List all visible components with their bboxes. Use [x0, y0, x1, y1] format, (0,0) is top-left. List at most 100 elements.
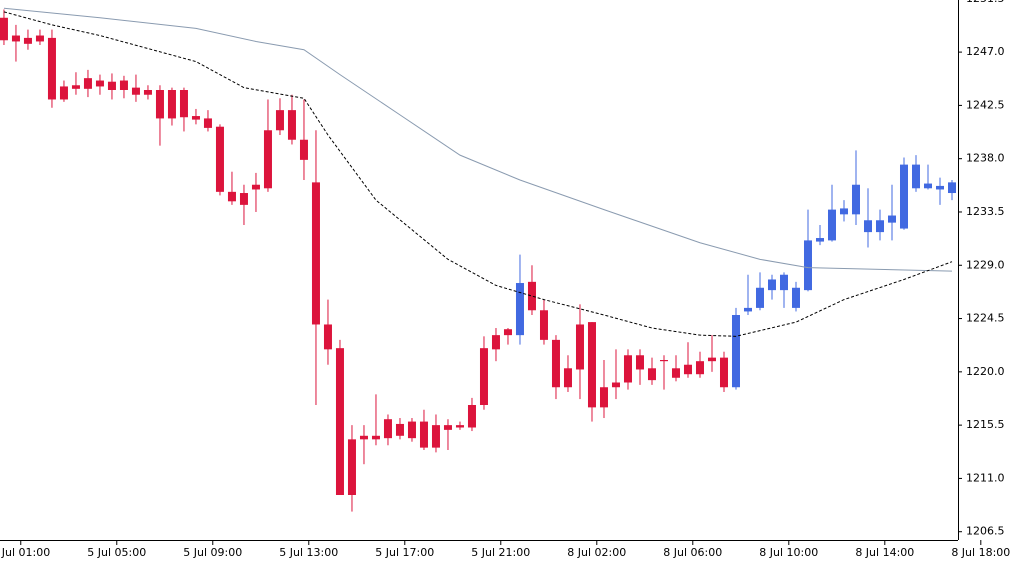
- candle-body: [947, 182, 956, 194]
- candle-body: [203, 118, 212, 128]
- candle-body: [899, 164, 908, 229]
- y-tick-label: 1242.5: [966, 98, 1005, 111]
- candle-body: [515, 283, 524, 336]
- candle-body: [251, 184, 260, 190]
- x-tick-label: 5 Jul 09:00: [183, 546, 242, 559]
- x-tick-label: 5 Jul 05:00: [87, 546, 146, 559]
- x-tick-label: 5 Jul 13:00: [279, 546, 338, 559]
- candle-body: [791, 287, 800, 308]
- candle-body: [539, 310, 548, 340]
- candle-body: [191, 116, 200, 120]
- candle-body: [683, 364, 692, 375]
- candle-body: [263, 130, 272, 189]
- candle-body: [659, 360, 668, 362]
- x-tick-label: 5 Jul 21:00: [471, 546, 530, 559]
- x-tick-label: 5 Jul 01:00: [0, 546, 50, 559]
- candle-body: [275, 110, 284, 131]
- candle-body: [923, 183, 932, 189]
- candle-body: [671, 368, 680, 378]
- candle-body: [779, 274, 788, 291]
- y-tick-label: 1233.5: [966, 205, 1005, 218]
- candle-body: [167, 90, 176, 119]
- candle-body: [119, 80, 128, 90]
- candle-body: [95, 80, 104, 87]
- candle-body: [719, 357, 728, 388]
- candle-body: [395, 423, 404, 436]
- candle-body: [479, 348, 488, 405]
- candle-body: [767, 279, 776, 291]
- candle-body: [647, 368, 656, 381]
- candle-body: [587, 322, 596, 408]
- candle-body: [71, 85, 80, 89]
- candle-body: [239, 193, 248, 205]
- y-tick-label: 1220.0: [966, 365, 1005, 378]
- candle-body: [59, 86, 68, 100]
- candle-body: [743, 307, 752, 312]
- candle-body: [131, 87, 140, 95]
- y-tick-label: 1247.0: [966, 45, 1005, 58]
- candle-body: [827, 209, 836, 241]
- candle-body: [443, 425, 452, 430]
- candle-body: [563, 368, 572, 388]
- candle-body: [0, 17, 8, 41]
- y-tick-label: 1238.0: [966, 152, 1005, 165]
- y-tick-label: 1229.0: [966, 258, 1005, 271]
- candle-body: [371, 435, 380, 440]
- x-tick-label: 8 Jul 02:00: [567, 546, 626, 559]
- candle-body: [11, 35, 20, 42]
- candle-body: [551, 339, 560, 388]
- x-tick-label: 5 Jul 17:00: [375, 546, 434, 559]
- candle-body: [503, 329, 512, 336]
- candle-body: [611, 382, 620, 388]
- candle-body: [455, 425, 464, 428]
- candle-body: [863, 220, 872, 233]
- y-tick-label: 1215.5: [966, 418, 1005, 431]
- candle-body: [407, 421, 416, 439]
- candle-body: [143, 90, 152, 95]
- candle-body: [527, 281, 536, 311]
- moving-average: [3, 7, 953, 272]
- candle-body: [383, 419, 392, 439]
- candle-body: [311, 182, 320, 325]
- candle-body: [695, 361, 704, 375]
- candle-body: [911, 164, 920, 189]
- y-tick-label: 1211.0: [966, 471, 1005, 484]
- candle-body: [731, 315, 740, 388]
- candle-body: [851, 184, 860, 215]
- candle-body: [359, 435, 368, 440]
- candle-body: [755, 287, 764, 308]
- candle-body: [635, 355, 644, 370]
- candle-body: [839, 208, 848, 215]
- candle-body: [335, 348, 344, 495]
- candle-body: [815, 238, 824, 242]
- candle-body: [599, 387, 608, 408]
- candle-body: [491, 335, 500, 350]
- candle-body: [887, 215, 896, 223]
- candle-body: [35, 35, 44, 42]
- candle-body: [179, 90, 188, 118]
- candle-body: [215, 126, 224, 192]
- moving-average: [3, 11, 953, 337]
- candle-body: [707, 357, 716, 362]
- candle-body: [875, 220, 884, 233]
- candle-body: [431, 425, 440, 448]
- candle-body: [419, 421, 428, 448]
- x-tick-label: 8 Jul 10:00: [759, 546, 818, 559]
- x-tick-label: 8 Jul 14:00: [855, 546, 914, 559]
- candle-body: [227, 191, 236, 202]
- y-tick-label: 1206.5: [966, 525, 1005, 538]
- candle-body: [575, 324, 584, 370]
- candle-body: [47, 37, 56, 100]
- candle-body: [107, 81, 116, 90]
- candle-body: [155, 90, 164, 119]
- x-tick-label: 8 Jul 06:00: [663, 546, 722, 559]
- candle-body: [83, 78, 92, 89]
- candle-body: [467, 405, 476, 428]
- candle-body: [299, 139, 308, 160]
- x-tick-label: 8 Jul 18:00: [951, 546, 1010, 559]
- candle-body: [347, 439, 356, 495]
- candle-body: [23, 37, 32, 44]
- candle-body: [803, 240, 812, 291]
- candle-body: [287, 110, 296, 140]
